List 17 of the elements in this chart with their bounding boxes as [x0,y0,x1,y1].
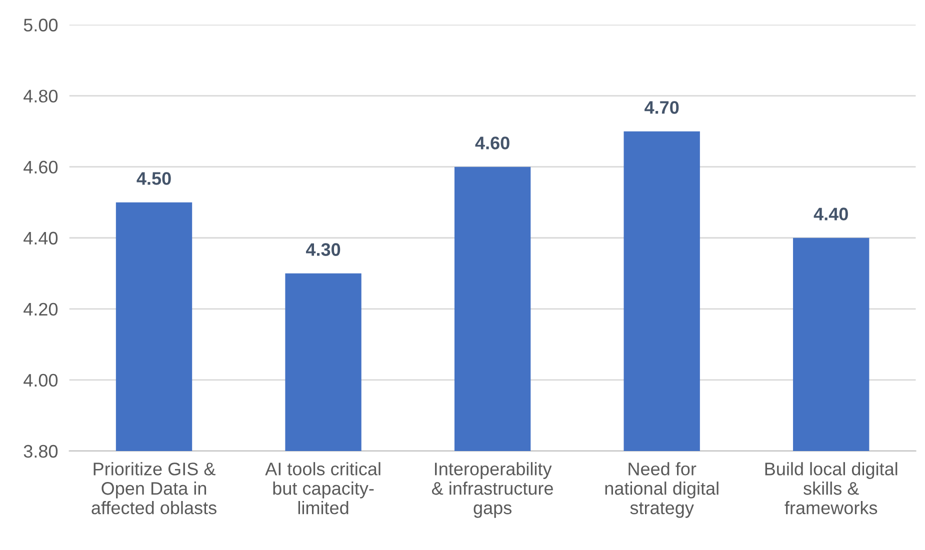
data-label: 4.60 [475,136,510,150]
y-tick-label: 4.60 [24,160,58,174]
data-label: 4.50 [136,172,171,185]
y-tick-label: 4.00 [24,374,58,387]
x-tick-label: Build local digital skills & frameworks [765,462,898,514]
y-tick-label: 3.80 [24,444,58,458]
y-tick-label: 4.80 [24,90,58,103]
y-tick-label: 5.00 [24,18,58,32]
x-tick-label: AI tools critical but capacity- limited [265,462,380,514]
y-tick-label: 4.20 [24,302,58,316]
x-tick-label: Prioritize GIS & Open Data in affected oblasts [92,462,216,514]
data-label: 4.70 [644,101,679,114]
x-tick-label: Interoperability & infrastructure gaps [432,462,553,518]
y-tick-label: 4.40 [24,232,58,245]
data-label: 4.40 [814,208,848,220]
x-tick-label: Need for national digital strategy [605,462,718,518]
data-label: 4.30 [306,243,340,256]
